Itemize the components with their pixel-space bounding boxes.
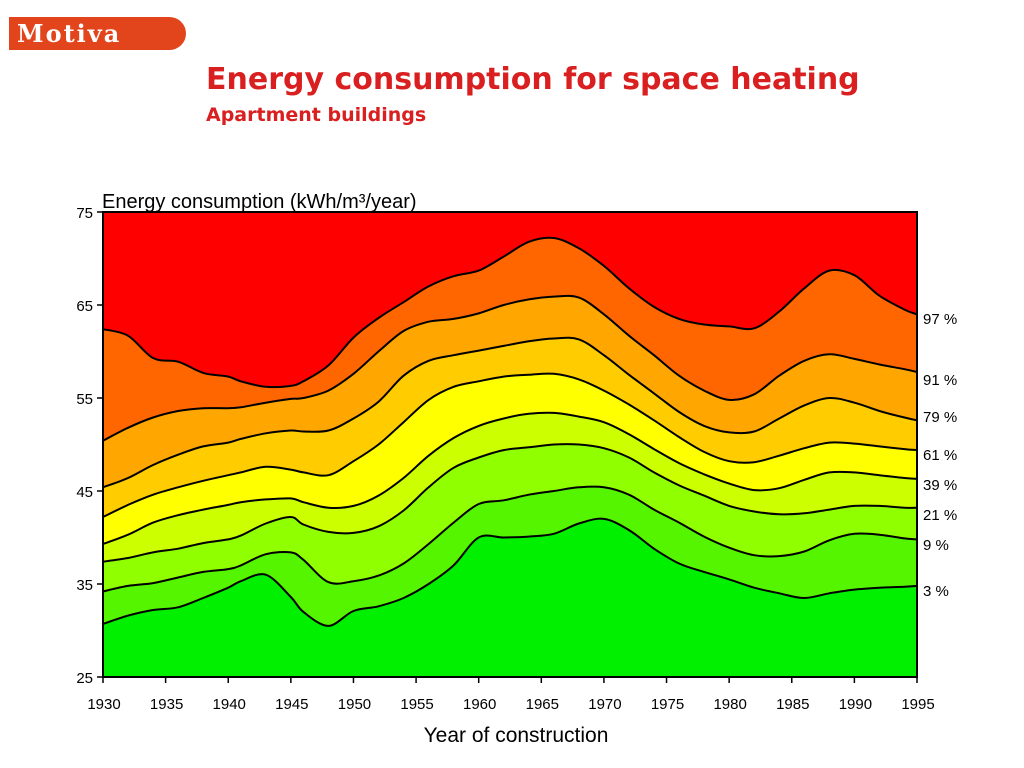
x-tick-label: 1985 xyxy=(776,696,809,713)
percentile-label: 39 % xyxy=(923,477,957,494)
logo-text: Motiva xyxy=(17,19,122,48)
boundary-line-5 xyxy=(102,372,918,518)
y-tick-label: 45 xyxy=(76,484,93,501)
band-1 xyxy=(103,518,917,677)
x-tick-label: 1995 xyxy=(901,696,934,713)
y-tick-label: 55 xyxy=(76,391,93,408)
x-tick-label: 1940 xyxy=(213,696,246,713)
x-tick-label: 1960 xyxy=(463,696,496,713)
x-tick-label: 1975 xyxy=(651,696,684,713)
x-tick-label: 1950 xyxy=(338,696,371,713)
boundary-line-8 xyxy=(102,236,918,389)
y-tick-label: 25 xyxy=(76,670,93,687)
x-tick-label: 1980 xyxy=(713,696,746,713)
boundary-line-4 xyxy=(102,411,918,545)
y-tick-label: 75 xyxy=(76,205,93,222)
x-tick-label: 1935 xyxy=(150,696,183,713)
x-tick-label: 1930 xyxy=(87,696,120,713)
y-tick-label: 65 xyxy=(76,298,93,315)
percentile-label: 91 % xyxy=(923,372,957,389)
page-subtitle: Apartment buildings xyxy=(206,104,427,126)
plot-frame xyxy=(102,211,918,678)
x-tick-label: 1955 xyxy=(400,696,433,713)
page-title: Energy consumption for space heating xyxy=(206,62,860,97)
percentile-label: 61 % xyxy=(923,447,957,464)
percentile-label: 79 % xyxy=(923,409,957,426)
boundary-line-1 xyxy=(102,517,918,627)
x-tick-label: 1970 xyxy=(588,696,621,713)
percentile-label: 3 % xyxy=(923,583,949,600)
x-axis-title: Year of construction xyxy=(424,724,609,747)
boundary-line-7 xyxy=(102,294,918,442)
boundary-line-3 xyxy=(102,443,918,563)
x-tick-label: 1965 xyxy=(526,696,559,713)
y-axis-title: Energy consumption (kWh/m³/year) xyxy=(102,191,417,213)
boundary-line-6 xyxy=(102,336,918,489)
percentile-label: 97 % xyxy=(923,311,957,328)
boundary-line-2 xyxy=(102,485,918,593)
percentile-label: 21 % xyxy=(923,507,957,524)
y-tick-label: 35 xyxy=(76,577,93,594)
x-tick-label: 1945 xyxy=(275,696,308,713)
percentile-label: 9 % xyxy=(923,537,949,554)
motiva-logo: Motiva xyxy=(9,17,186,50)
x-tick-label: 1990 xyxy=(839,696,872,713)
